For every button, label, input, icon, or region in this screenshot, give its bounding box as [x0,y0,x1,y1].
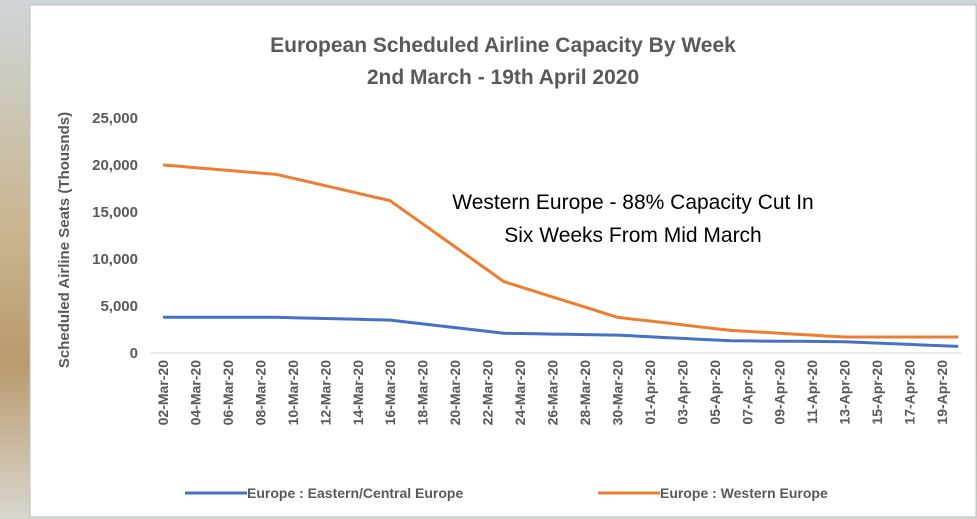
chart-frame [29,4,977,518]
x-tick-label: 04-Mar-20 [187,360,203,426]
x-tick-label: 10-Mar-20 [285,360,301,426]
series-line [163,315,959,348]
x-tick-label: 12-Mar-20 [317,360,333,426]
x-tick-label: 18-Mar-20 [415,360,431,426]
x-tick-label: 01-Apr-20 [642,360,658,425]
x-tick-label: 22-Mar-20 [480,360,496,426]
x-tick-label: 19-Apr-20 [934,360,950,425]
x-tick-label: 09-Apr-20 [772,360,788,425]
x-tick-label: 16-Mar-20 [382,360,398,426]
y-tick-label: 10,000 [92,251,138,268]
x-tick-label: 13-Apr-20 [837,360,853,425]
series-line [162,163,959,339]
legend-label: Europe : Eastern/Central Europe [247,485,463,501]
x-tick-label: 11-Apr-20 [804,360,820,424]
y-axis-title: Scheduled Airline Seats (Thousnds) [56,112,73,368]
x-tick-label: 02-Mar-20 [155,360,171,426]
y-tick-label: 20,000 [92,157,138,174]
x-tick-label: 08-Mar-20 [252,360,268,426]
x-tick-label: 14-Mar-20 [350,360,366,426]
x-tick-label: 03-Apr-20 [674,360,690,425]
chart-title: European Scheduled Airline Capacity By W… [270,34,736,57]
x-tick-label: 17-Apr-20 [902,360,918,425]
chart-subtitle: 2nd March - 19th April 2020 [367,66,639,89]
x-tick-label: 30-Mar-20 [609,360,625,426]
x-tick-label: 20-Mar-20 [447,360,463,426]
x-tick-label: 07-Apr-20 [739,360,755,425]
x-tick-label: 26-Mar-20 [545,360,561,426]
x-tick-label: 15-Apr-20 [869,360,885,425]
y-tick-label: 0 [130,345,138,362]
y-tick-label: 25,000 [92,110,138,127]
x-tick-label: 06-Mar-20 [220,360,236,426]
y-tick-label: 5,000 [100,298,138,315]
annotation: Western Europe - 88% Capacity Cut In [452,191,813,214]
x-tick-label: 28-Mar-20 [577,360,593,426]
legend-label: Europe : Western Europe [660,485,828,501]
x-tick-label: 24-Mar-20 [512,360,528,426]
x-tick-label: 05-Apr-20 [707,360,723,425]
annotation: Six Weeks From Mid March [504,224,762,247]
y-tick-label: 15,000 [92,204,138,221]
